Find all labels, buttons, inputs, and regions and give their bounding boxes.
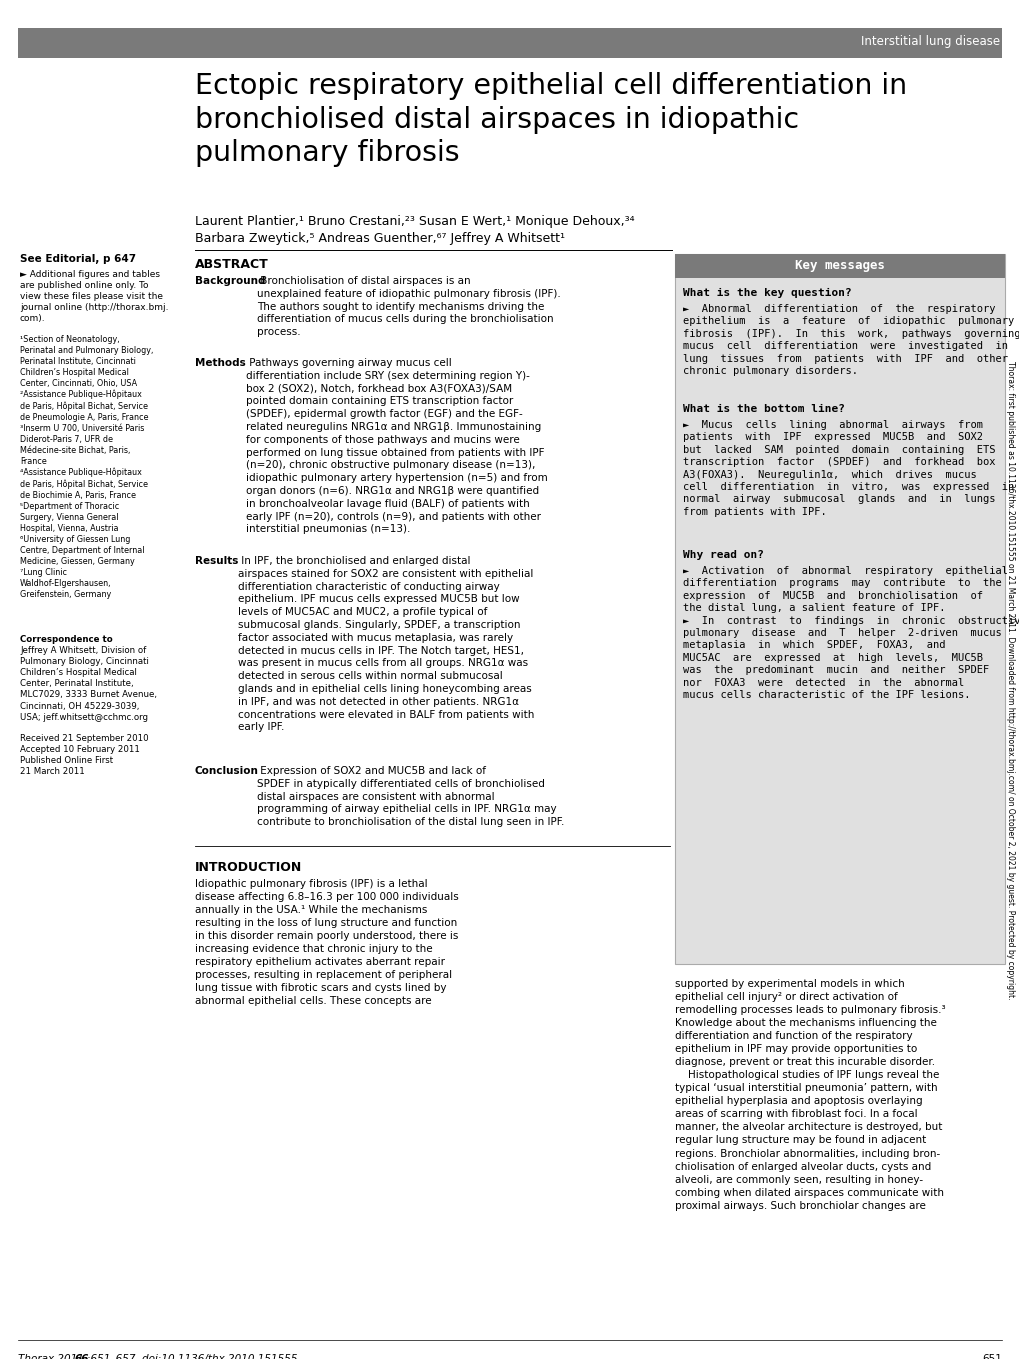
Text: 651: 651 bbox=[981, 1354, 1001, 1359]
Text: Laurent Plantier,¹ Bruno Crestani,²³ Susan E Wert,¹ Monique Dehoux,³⁴: Laurent Plantier,¹ Bruno Crestani,²³ Sus… bbox=[195, 215, 634, 228]
Text: Ectopic respiratory epithelial cell differentiation in
bronchiolised distal airs: Ectopic respiratory epithelial cell diff… bbox=[195, 72, 906, 167]
Text: Methods: Methods bbox=[195, 357, 246, 368]
Text: Why read on?: Why read on? bbox=[683, 550, 763, 560]
Text: supported by experimental models in which
epithelial cell injury² or direct acti: supported by experimental models in whic… bbox=[675, 978, 945, 1211]
Text: See Editorial, p 647: See Editorial, p 647 bbox=[20, 254, 136, 264]
Text: ►  Mucus  cells  lining  abnormal  airways  from
patients  with  IPF  expressed : ► Mucus cells lining abnormal airways fr… bbox=[683, 420, 1013, 516]
Text: ABSTRACT: ABSTRACT bbox=[195, 258, 268, 270]
Text: ►  Abnormal  differentiation  of  the  respiratory
epithelium  is  a  feature  o: ► Abnormal differentiation of the respir… bbox=[683, 304, 1019, 376]
Text: ► Additional figures and tables
are published online only. To
view these files p: ► Additional figures and tables are publ… bbox=[20, 270, 168, 323]
Text: Jeffrey A Whitsett, Division of
Pulmonary Biology, Cincinnati
Children’s Hospita: Jeffrey A Whitsett, Division of Pulmonar… bbox=[20, 646, 157, 722]
Text: Results: Results bbox=[195, 556, 238, 565]
Text: In IPF, the bronchiolised and enlarged distal
airspaces stained for SOX2 are con: In IPF, the bronchiolised and enlarged d… bbox=[237, 556, 534, 733]
Text: Conclusion: Conclusion bbox=[195, 766, 259, 776]
Text: Received 21 September 2010
Accepted 10 February 2011
Published Online First
21 M: Received 21 September 2010 Accepted 10 F… bbox=[20, 734, 149, 776]
Bar bbox=[18, 29, 1001, 58]
Text: Thorax: first published as 10.1136/thx.2010.151555 on 21 March 2011. Downloaded : Thorax: first published as 10.1136/thx.2… bbox=[1005, 360, 1014, 999]
Text: Correspondence to: Correspondence to bbox=[20, 635, 113, 644]
Text: ►  Activation  of  abnormal  respiratory  epithelial
differentiation  programs  : ► Activation of abnormal respiratory epi… bbox=[683, 565, 1019, 700]
Text: Pathways governing airway mucus cell
differentiation include SRY (sex determinin: Pathways governing airway mucus cell dif… bbox=[246, 357, 547, 534]
Text: What is the bottom line?: What is the bottom line? bbox=[683, 404, 844, 414]
Text: Barbara Zweytick,⁵ Andreas Guenther,⁶⁷ Jeffrey A Whitsett¹: Barbara Zweytick,⁵ Andreas Guenther,⁶⁷ J… bbox=[195, 232, 565, 245]
Text: 66: 66 bbox=[74, 1354, 89, 1359]
Bar bbox=[675, 254, 1004, 964]
Text: :651–657. doi:10.1136/thx.2010.151555: :651–657. doi:10.1136/thx.2010.151555 bbox=[87, 1354, 298, 1359]
Text: Expression of SOX2 and MUC5B and lack of
SPDEF in atypically differentiated cell: Expression of SOX2 and MUC5B and lack of… bbox=[257, 766, 564, 828]
Text: Background: Background bbox=[195, 276, 265, 285]
Text: ¹Section of Neonatology,
Perinatal and Pulmonary Biology,
Perinatal Institute, C: ¹Section of Neonatology, Perinatal and P… bbox=[20, 336, 153, 599]
Text: Key messages: Key messages bbox=[794, 258, 884, 272]
Text: What is the key question?: What is the key question? bbox=[683, 288, 851, 298]
Text: Thorax 2011;: Thorax 2011; bbox=[18, 1354, 88, 1359]
Bar bbox=[675, 254, 1004, 279]
Text: Bronchiolisation of distal airspaces is an
unexplained feature of idiopathic pul: Bronchiolisation of distal airspaces is … bbox=[257, 276, 560, 337]
Text: Idiopathic pulmonary fibrosis (IPF) is a lethal
disease affecting 6.8–16.3 per 1: Idiopathic pulmonary fibrosis (IPF) is a… bbox=[195, 879, 459, 1007]
Text: INTRODUCTION: INTRODUCTION bbox=[195, 862, 302, 874]
Text: Interstitial lung disease: Interstitial lung disease bbox=[860, 34, 999, 48]
